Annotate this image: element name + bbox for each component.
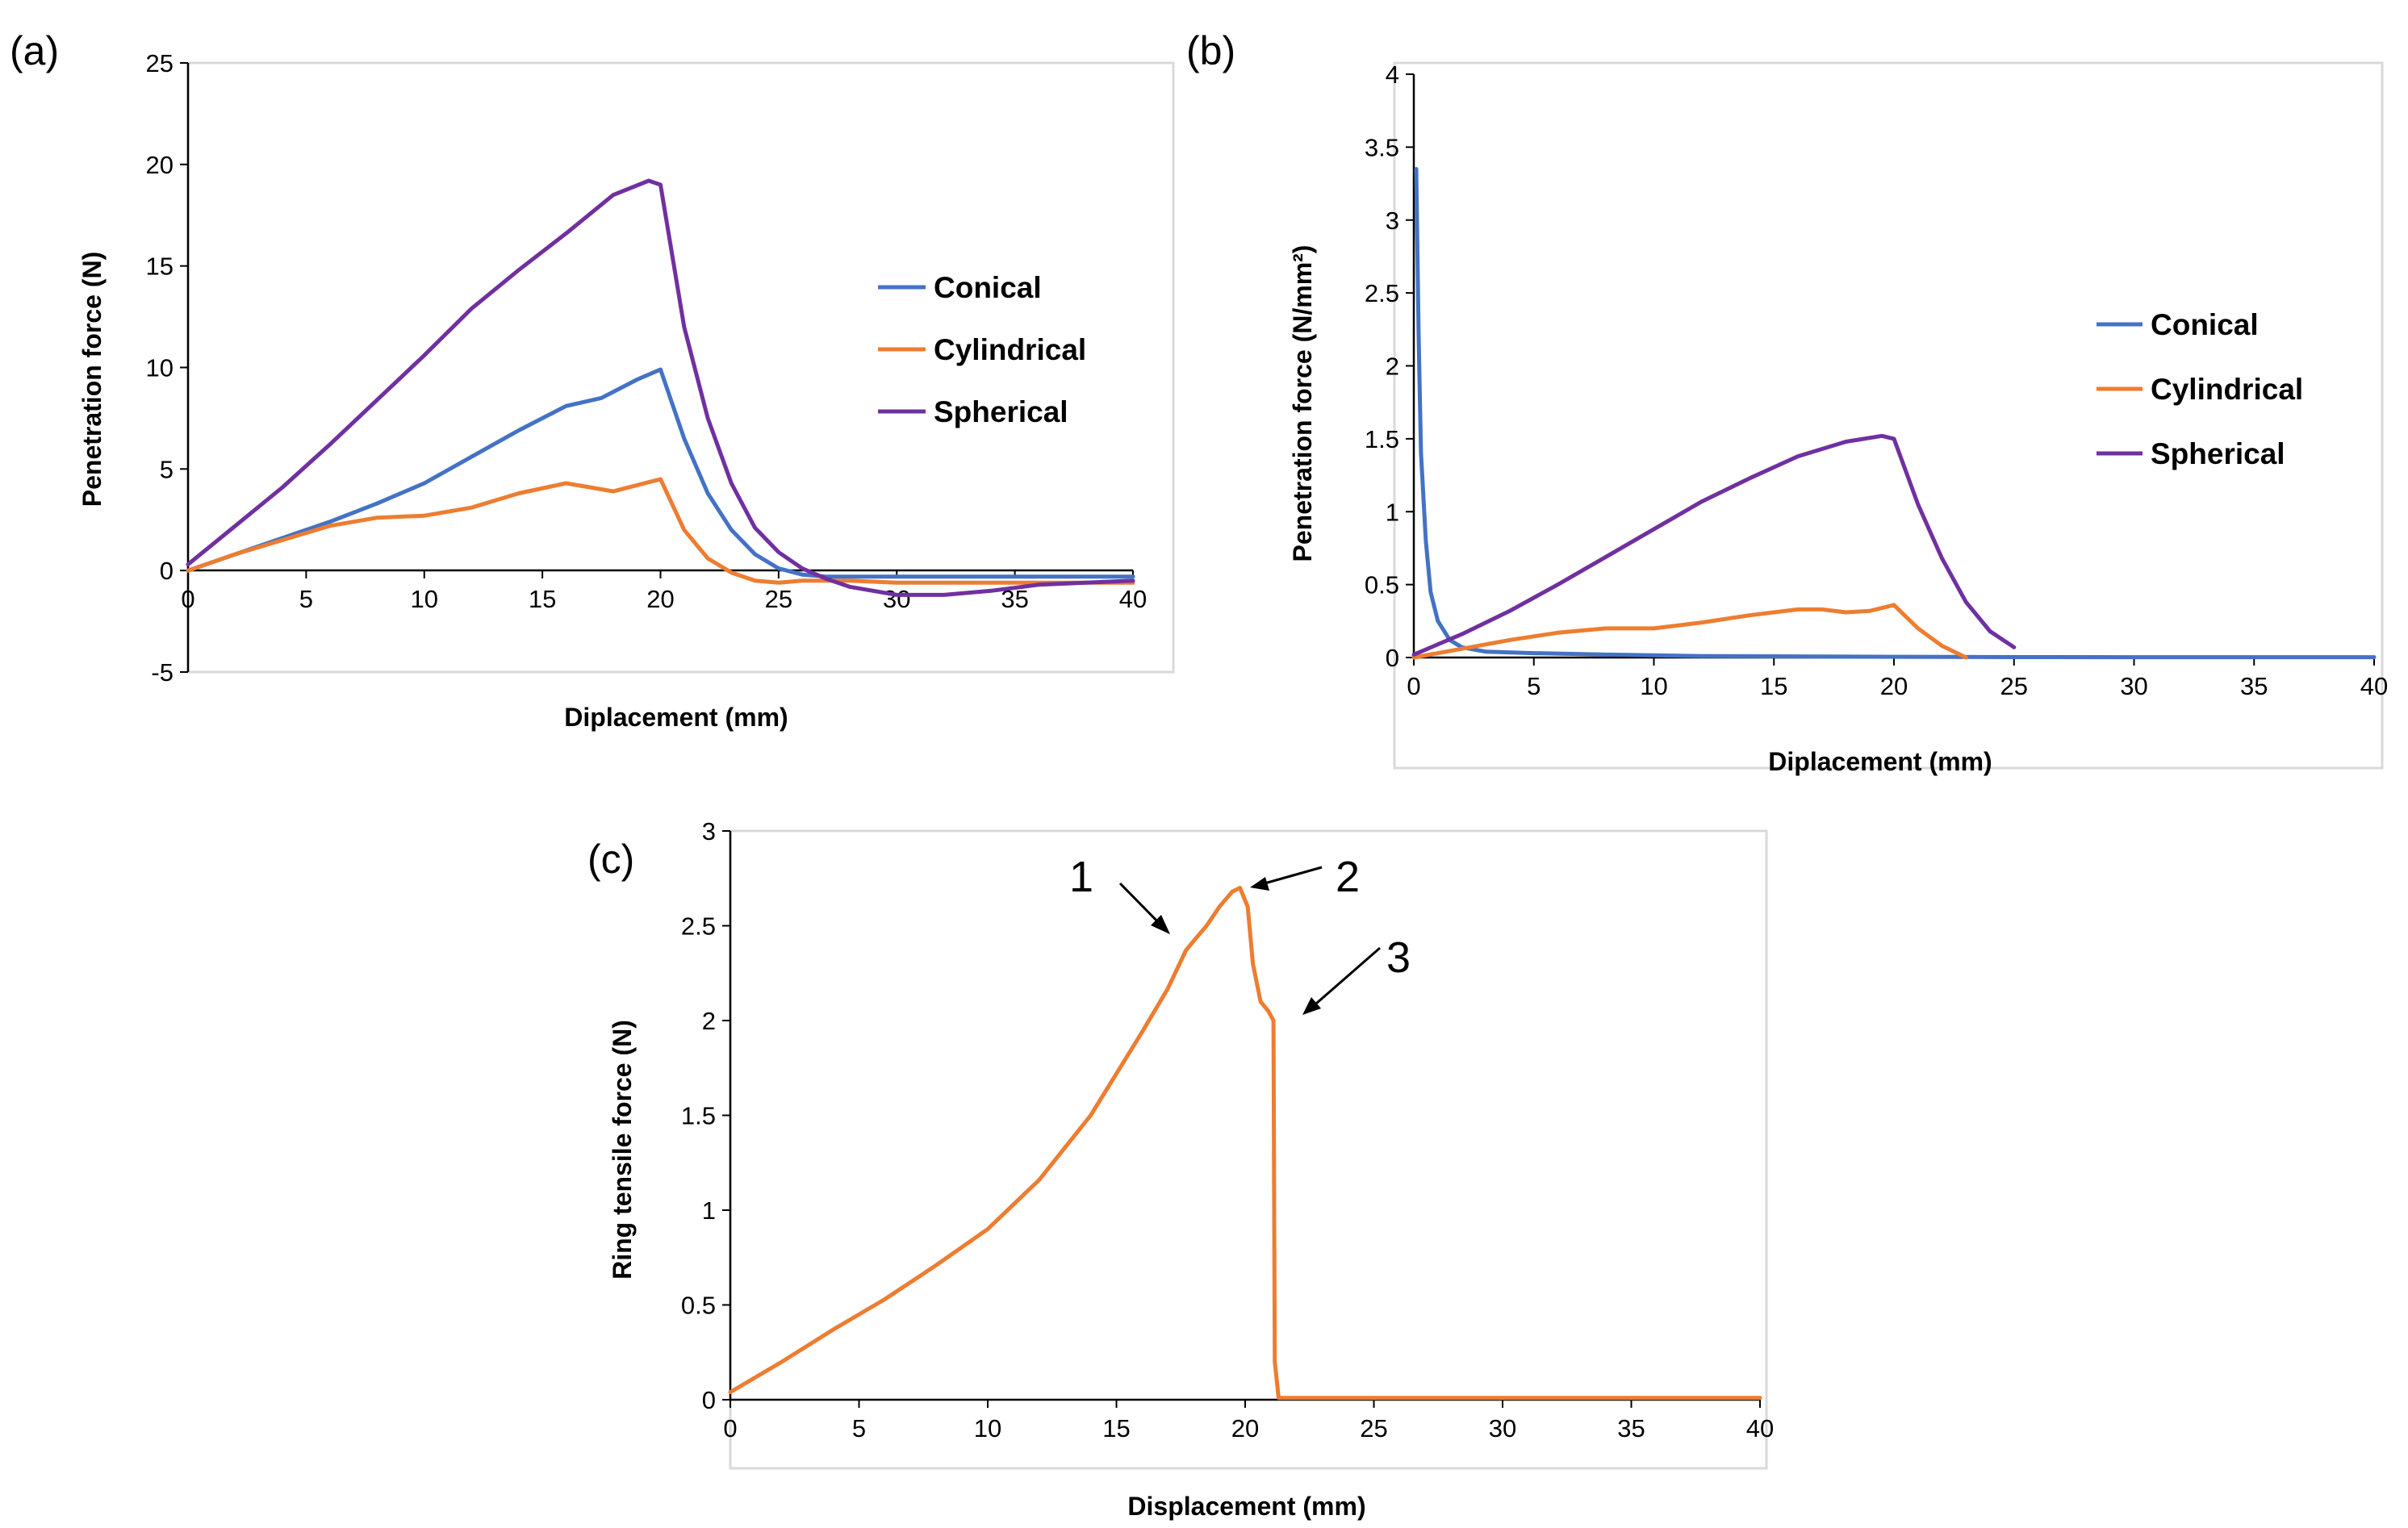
- series-line-cylindrical-b: [1411, 603, 1968, 660]
- legend-label-conical-a: Conical: [934, 271, 1042, 304]
- y-tick-label-b: 2: [1386, 353, 1399, 381]
- x-tick-label-a: 40: [1119, 585, 1147, 613]
- series-line-spherical-b: [1411, 433, 2017, 657]
- x-tick-label-a: 5: [299, 585, 313, 613]
- x-tick-label-a: 10: [411, 585, 438, 613]
- axes-a: [186, 63, 1133, 672]
- annotation-arrow-3: [1310, 946, 1381, 1010]
- legend-a: Conical Cylindrical Spherical: [878, 271, 1086, 428]
- x-ticks-c: 0 5 10 15 20 25 30 35 40: [723, 1400, 1774, 1442]
- legend-label-cylindrical-b: Cylindrical: [2151, 373, 2303, 406]
- x-tick-label-c: 35: [1617, 1414, 1645, 1442]
- y-tick-label-a: 15: [146, 253, 173, 281]
- series-line-conical-a: [186, 367, 1135, 579]
- x-tick-label-b: 35: [2240, 672, 2268, 700]
- y-axis-title-c: Ring tensile force (N): [608, 1020, 637, 1280]
- x-tick-label-c: 15: [1102, 1414, 1130, 1442]
- x-tick-label-b: 30: [2120, 672, 2147, 700]
- panel-label-b: (b): [1186, 28, 1235, 73]
- y-tick-label-a: 10: [146, 354, 173, 382]
- series-line-spherical-a: [186, 178, 1135, 597]
- y-tick-label-a: 25: [146, 49, 173, 77]
- x-tick-label-a: 25: [765, 585, 792, 613]
- panel-label-a: (a): [10, 28, 59, 73]
- x-ticks-b: 0 5 10 15 20 25 30 35 40: [1407, 658, 2388, 700]
- y-tick-label-a: 0: [160, 557, 173, 585]
- x-tick-label-c: 0: [723, 1414, 737, 1442]
- x-tick-label-c: 30: [1489, 1414, 1516, 1442]
- x-tick-label-b: 20: [1880, 672, 1908, 700]
- series-line-ring-tensile-c: [728, 886, 1762, 1401]
- chart-panel-c: (c) 0 0.5 1 1.5 2 2.5 3 0 5 10 15 20 25 30 35 40 Displ…: [587, 817, 1774, 1521]
- x-tick-label-c: 25: [1360, 1414, 1387, 1442]
- annotation-arrowhead-2: [1250, 877, 1269, 891]
- x-tick-label-c: 20: [1231, 1414, 1259, 1442]
- annotations-c: 1 2 3: [1069, 853, 1411, 1015]
- annotation-label-1: 1: [1069, 853, 1093, 901]
- y-tick-label-b: 0: [1386, 644, 1399, 672]
- y-axis-title-a: Penetration force (N): [77, 252, 107, 507]
- y-tick-label-c: 3: [702, 817, 716, 845]
- series-lines-b: [1411, 167, 2377, 660]
- legend-label-spherical-a: Spherical: [934, 395, 1068, 428]
- x-tick-label-c: 5: [852, 1414, 866, 1442]
- series-lines-a: [186, 178, 1135, 597]
- y-tick-label-c: 2.5: [681, 912, 716, 941]
- y-tick-label-b: 2.5: [1365, 279, 1399, 307]
- y-tick-label-b: 1: [1386, 498, 1399, 526]
- y-tick-label-c: 2: [702, 1007, 716, 1035]
- plot-frame-b: [1393, 61, 2384, 770]
- legend-label-cylindrical-a: Cylindrical: [934, 333, 1086, 366]
- y-ticks-a: -5 0 5 10 15 20 25: [146, 49, 188, 687]
- x-axis-title-c: Displacement (mm): [1127, 1492, 1365, 1521]
- x-tick-label-b: 5: [1527, 672, 1541, 700]
- x-tick-label-a: 20: [646, 585, 674, 613]
- series-line-conical-b: [1414, 167, 2377, 660]
- y-tick-label-c: 0.5: [681, 1292, 716, 1320]
- x-tick-label-b: 0: [1407, 672, 1420, 700]
- series-line-cylindrical-a: [186, 477, 1135, 585]
- panel-label-c: (c): [587, 837, 634, 882]
- axes-c: [729, 831, 1760, 1401]
- y-tick-label-c: 1: [702, 1196, 716, 1225]
- y-tick-label-b: 4: [1386, 61, 1399, 89]
- x-tick-label-b: 40: [2360, 672, 2388, 700]
- annotation-arrowhead-1: [1151, 915, 1170, 934]
- y-ticks-c: 0 0.5 1 1.5 2 2.5 3: [681, 817, 730, 1414]
- x-tick-label-b: 25: [2000, 672, 2028, 700]
- annotation-arrowhead-3: [1302, 997, 1321, 1015]
- y-tick-label-c: 0: [702, 1386, 716, 1414]
- annotation-label-2: 2: [1336, 853, 1360, 901]
- legend-label-spherical-b: Spherical: [2151, 437, 2285, 470]
- annotation-arrow-2: [1258, 866, 1323, 887]
- x-tick-label-c: 10: [974, 1414, 1001, 1442]
- y-tick-label-b: 0.5: [1365, 571, 1399, 599]
- y-tick-label-a: -5: [151, 658, 173, 687]
- x-tick-label-c: 40: [1746, 1414, 1774, 1442]
- plot-frame-a: [186, 61, 1175, 674]
- annotation-label-3: 3: [1386, 933, 1411, 982]
- y-tick-label-c: 1.5: [681, 1102, 716, 1130]
- x-axis-title-b: Diplacement (mm): [1768, 747, 1992, 776]
- x-tick-label-b: 10: [1640, 672, 1667, 700]
- y-axis-title-b: Penetration force (N/mm²): [1288, 245, 1317, 562]
- legend-label-conical-b: Conical: [2151, 308, 2259, 341]
- axes-b: [1412, 74, 2374, 659]
- y-tick-label-b: 1.5: [1365, 425, 1399, 453]
- x-tick-label-b: 15: [1760, 672, 1787, 700]
- series-lines-c: [728, 886, 1762, 1401]
- chart-panel-b: (b) 0 0.5 1 1.5 2 2.5 3 3.5 4 0 5 10 15 20 25 30 35 40 D…: [1186, 28, 2388, 776]
- legend-b: Conical Cylindrical Spherical: [2097, 308, 2303, 470]
- x-axis-title-a: Diplacement (mm): [564, 703, 788, 732]
- x-tick-label-a: 30: [883, 585, 910, 613]
- y-tick-label-a: 20: [146, 151, 173, 179]
- y-tick-label-b: 3.5: [1365, 133, 1399, 161]
- y-tick-label-b: 3: [1386, 207, 1399, 235]
- y-tick-label-a: 5: [160, 455, 173, 483]
- y-ticks-b: 0 0.5 1 1.5 2 2.5 3 3.5 4: [1365, 61, 1414, 672]
- x-tick-label-a: 15: [529, 585, 556, 613]
